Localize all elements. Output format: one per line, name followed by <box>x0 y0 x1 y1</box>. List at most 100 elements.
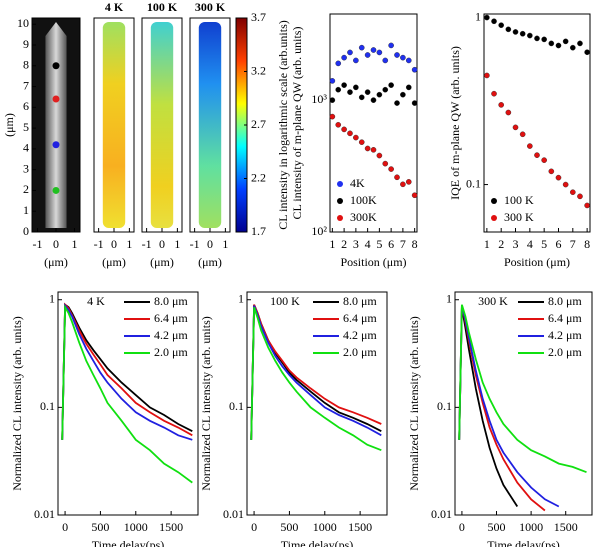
map-title: 100 K <box>147 0 178 14</box>
x-tick-label: 500 <box>280 520 298 534</box>
data-point <box>364 52 371 58</box>
cl-map <box>102 22 126 228</box>
plot-frame <box>483 13 591 233</box>
data-point <box>370 47 377 53</box>
position-marker <box>52 95 60 103</box>
data-point <box>394 100 400 106</box>
data-point <box>347 89 353 95</box>
data-point <box>584 202 590 209</box>
data-point <box>376 49 383 56</box>
x-tick-label: -1 <box>190 237 200 251</box>
x-tick-label: 4 <box>365 237 371 251</box>
decay-curve <box>458 304 587 474</box>
y-axis-label: Normalized CL intensity (arb. units) <box>199 316 213 491</box>
x-tick-label: 2 <box>498 237 504 251</box>
data-point <box>584 49 590 56</box>
y-tick-label: 1 <box>23 203 29 217</box>
data-point <box>335 60 342 67</box>
colorbar-tick-label: 3.7 <box>251 10 266 24</box>
data-point <box>491 18 497 25</box>
data-point <box>512 124 519 131</box>
x-tick-label: 7 <box>570 237 576 251</box>
y-tick-label: 0 <box>23 224 29 238</box>
specimen <box>45 22 67 228</box>
y-tick-label: 1 <box>238 291 244 305</box>
data-point <box>519 30 526 37</box>
panel-annotation: 300 K <box>478 294 508 308</box>
data-point <box>341 126 347 133</box>
x-tick-label: 1000 <box>313 520 337 534</box>
legend-label: 4.2 μm <box>343 328 377 342</box>
x-tick-label: 3 <box>513 237 519 251</box>
y-tick-label: 1 <box>475 9 481 23</box>
data-point <box>570 44 576 51</box>
y-axis-label: IQE of m-plane QW (arb. units) <box>448 46 462 200</box>
x-axis-label: (μm) <box>198 255 222 269</box>
x-tick-label: 5 <box>376 237 382 251</box>
data-point <box>382 86 389 93</box>
data-point <box>347 130 353 137</box>
x-axis-label: Time delay(ps) <box>281 538 354 547</box>
x-tick-label: 500 <box>91 520 109 534</box>
data-point <box>541 157 547 163</box>
x-tick-label: 1500 <box>159 520 183 534</box>
x-tick-label: 0 <box>459 520 465 534</box>
data-point <box>498 102 504 108</box>
y-axis-label: Normalized CL intensity (arb. units) <box>407 316 421 491</box>
data-point <box>577 193 583 200</box>
data-point <box>519 131 526 138</box>
data-point <box>376 152 383 159</box>
decay-curve <box>250 304 382 440</box>
y-tick-label: 4 <box>23 141 29 155</box>
x-tick-label: -1 <box>33 237 43 251</box>
legend-label: 6.4 μm <box>154 311 188 325</box>
data-point <box>562 38 569 45</box>
data-point <box>358 94 365 101</box>
x-tick-label: 6 <box>555 237 561 251</box>
x-tick-label: 1 <box>126 237 132 251</box>
data-point <box>411 192 418 199</box>
data-point <box>484 14 490 21</box>
x-axis-label: Time delay(ps) <box>92 538 165 547</box>
data-point <box>394 174 400 181</box>
legend-label: 8.0 μm <box>548 294 582 308</box>
legend-label: 4K <box>350 176 365 190</box>
panel-annotation: 4 K <box>87 294 105 308</box>
data-point <box>353 57 359 64</box>
data-point <box>555 174 562 181</box>
data-point <box>329 97 336 103</box>
x-tick-label: 500 <box>488 520 506 534</box>
data-point <box>335 122 342 128</box>
x-tick-label: 7 <box>400 237 406 251</box>
colorbar-tick-label: 1.7 <box>251 224 266 238</box>
data-point <box>491 90 497 97</box>
data-point <box>534 152 540 158</box>
x-tick-label: 1 <box>71 237 77 251</box>
y-tick-label: 0.01 <box>223 507 244 521</box>
data-point <box>388 166 394 172</box>
x-tick-label: 0 <box>207 237 213 251</box>
x-tick-label: 0 <box>251 520 257 534</box>
data-point <box>364 145 371 152</box>
colorbar-tick-label: 2.2 <box>251 170 266 184</box>
legend-label: 2.0 μm <box>548 345 582 359</box>
legend-label: 8.0 μm <box>343 294 377 308</box>
data-point <box>370 97 377 103</box>
y-tick-label: 0.1 <box>466 176 481 190</box>
panel-annotation: 100 K <box>270 294 300 308</box>
y-tick-label: 0.1 <box>229 399 244 413</box>
legend-marker <box>337 215 343 221</box>
data-point <box>400 181 406 188</box>
y-tick-label: 0.1 <box>437 399 452 413</box>
decay-curve <box>250 307 382 452</box>
data-point <box>548 40 555 47</box>
decay-curve <box>61 303 193 441</box>
data-point <box>341 54 347 61</box>
data-point <box>405 57 412 64</box>
legend-label: 4.2 μm <box>154 328 188 342</box>
x-tick-label: 8 <box>412 237 418 251</box>
data-point <box>527 32 533 39</box>
decay-curve <box>61 302 193 440</box>
x-axis-label: Time delay(ps) <box>487 538 560 547</box>
